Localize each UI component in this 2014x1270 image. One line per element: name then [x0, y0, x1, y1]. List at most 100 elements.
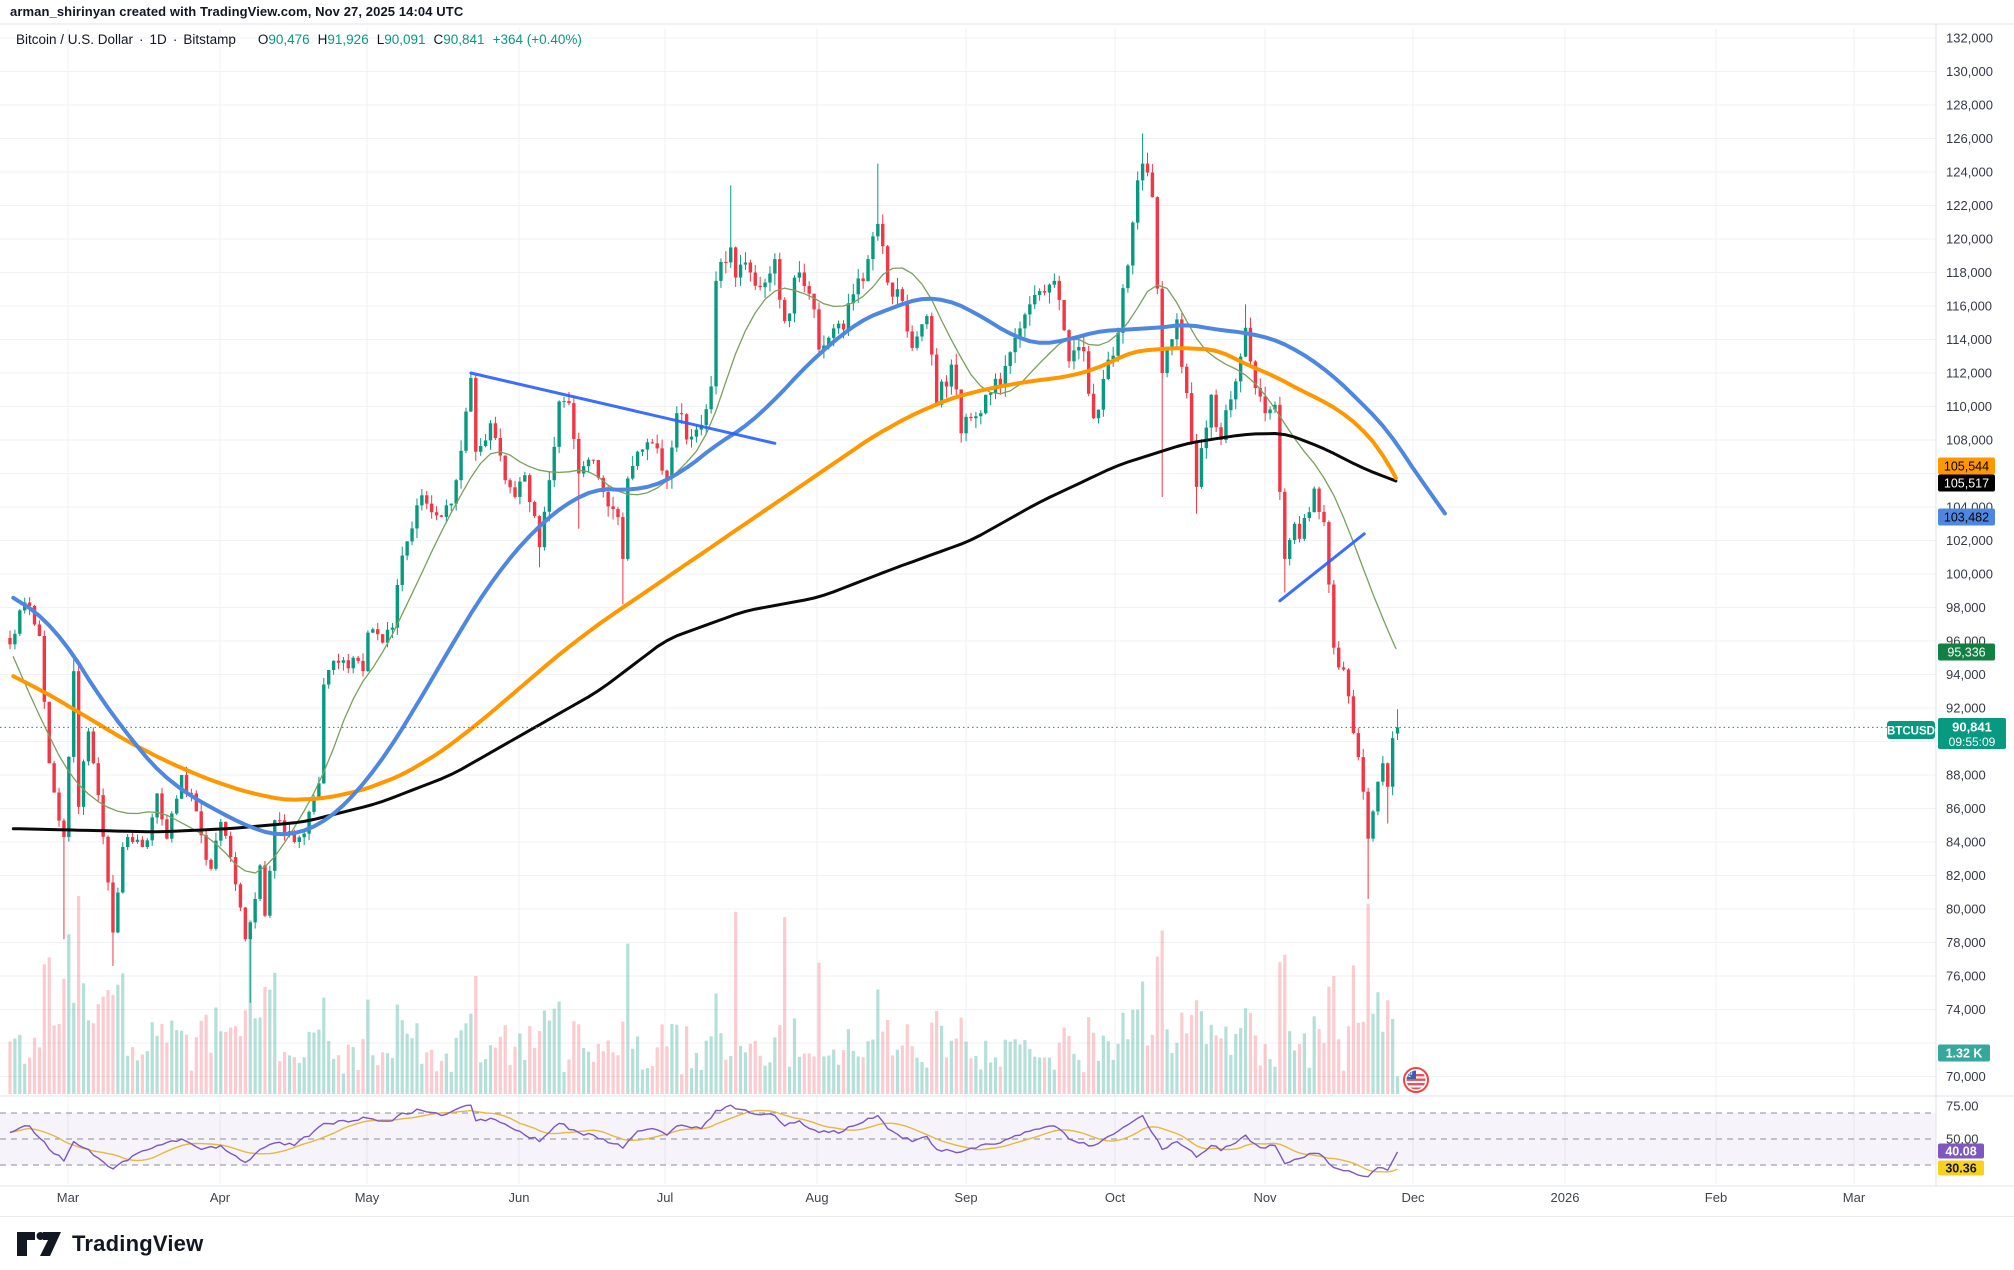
low-value: 90,091	[384, 32, 426, 47]
price-tick-label: 100,000	[1946, 567, 1993, 582]
ma-price-tag: 95,336	[1938, 643, 1995, 661]
exchange-label[interactable]: Bitstamp	[183, 32, 236, 47]
month-label: Mar	[57, 1190, 80, 1205]
rsi-value-tag: 40.08	[1938, 1143, 1984, 1159]
footer-strip: TradingView	[0, 1216, 2014, 1270]
pane-separators	[0, 23, 2014, 1187]
separator-dot: ·	[139, 32, 144, 47]
svg-text:09:55:09: 09:55:09	[1949, 735, 1996, 749]
rsi-ma-tag: 30.36	[1938, 1160, 1984, 1176]
month-label: Dec	[1401, 1190, 1425, 1205]
svg-text:105,517: 105,517	[1944, 476, 1989, 490]
month-label: Feb	[1705, 1190, 1727, 1205]
price-tick-label: 94,000	[1946, 667, 1986, 682]
open-value: 90,476	[268, 32, 310, 47]
ma-price-tag: 103,482	[1938, 508, 1995, 526]
svg-text:95,336: 95,336	[1947, 645, 1985, 659]
separator-dot: ·	[172, 32, 178, 47]
price-tick-label: 126,000	[1946, 131, 1993, 146]
price-tick-label: 128,000	[1946, 98, 1993, 113]
price-axis[interactable]: 132,000 130,000 128,000 126,000 124,000 122,0…	[1887, 31, 2006, 1176]
high-key: H	[317, 32, 328, 47]
price-tick-label: 86,000	[1946, 801, 1986, 816]
close-value: 90,841	[443, 32, 485, 47]
month-label: Nov	[1253, 1190, 1277, 1205]
price-tick-label: 132,000	[1946, 31, 1993, 46]
symbol-price-tag: BTCUSD	[1887, 721, 1935, 739]
volume-tag: 1.32 K	[1938, 1044, 1990, 1062]
grid-lines	[0, 28, 1936, 1184]
rsi-line	[9, 1104, 1399, 1178]
month-label: Apr	[210, 1190, 231, 1205]
high-value: 91,926	[327, 32, 369, 47]
rsi-tick-label: 50.00	[1946, 1132, 1979, 1147]
price-tick-label: 116,000	[1946, 299, 1992, 314]
tradingview-logo[interactable]: TradingView	[16, 1229, 203, 1259]
ma-green-line[interactable]	[12, 267, 1397, 874]
close-key: C	[433, 32, 444, 47]
candlesticks[interactable]	[8, 133, 1400, 1003]
change-value: +364 (+0.40%)	[492, 32, 582, 47]
month-label: Mar	[1843, 1190, 1866, 1205]
price-tick-label: 74,000	[1946, 1002, 1986, 1017]
svg-text:90,841: 90,841	[1952, 720, 1992, 735]
price-tick-label: 114,000	[1946, 332, 1992, 347]
price-tick-label: 112,000	[1946, 366, 1992, 381]
ma-orange-line[interactable]	[11, 346, 1398, 802]
svg-text:40.08: 40.08	[1945, 1144, 1976, 1158]
time-axis[interactable]: Mar Apr May Jun Jul Aug Sep Oct Nov Dec 2026 Feb Mar	[57, 1190, 1866, 1205]
month-label: 2026	[1551, 1190, 1580, 1205]
rsi-tick-label: 75.00	[1946, 1099, 1979, 1114]
symbol-header[interactable]: Bitcoin / U.S. Dollar · 1D · Bitstamp O90,476…	[16, 32, 582, 47]
price-tick-label: 98,000	[1946, 600, 1986, 615]
month-label: May	[355, 1190, 380, 1205]
svg-text:1.32 K: 1.32 K	[1946, 1046, 1983, 1060]
ma-black-line[interactable]	[11, 432, 1398, 834]
volume-bars	[8, 896, 1400, 1094]
svg-text:30.36: 30.36	[1945, 1161, 1976, 1175]
month-label: Jul	[657, 1190, 674, 1205]
price-tick-label: 122,000	[1946, 198, 1993, 213]
price-tick-label: 88,000	[1946, 768, 1986, 783]
rsi-band	[0, 1112, 1936, 1166]
tradingview-brand-text: TradingView	[72, 1230, 204, 1256]
rsi-ma-line	[9, 1109, 1398, 1173]
ma-price-tag: 105,517	[1938, 474, 1995, 492]
svg-text:103,482: 103,482	[1944, 510, 1989, 524]
price-tick-label: 124,000	[1946, 165, 1993, 180]
svg-text:105,544: 105,544	[1944, 459, 1989, 473]
symbol-name[interactable]: Bitcoin / U.S. Dollar	[16, 32, 134, 47]
price-tick-label: 102,000	[1946, 533, 1993, 548]
price-tick-label: 120,000	[1946, 232, 1993, 247]
attribution-text: arman_shirinyan created with TradingView…	[10, 4, 464, 19]
price-tick-label: 70,000	[1946, 1069, 1986, 1084]
ma-price-tag: 105,544	[1938, 457, 1995, 475]
price-tick-label: 78,000	[1946, 935, 1986, 950]
price-tick-label: 84,000	[1946, 835, 1986, 850]
trendline-1[interactable]	[469, 371, 777, 445]
month-label: Jun	[509, 1190, 530, 1205]
price-tick-label: 80,000	[1946, 902, 1986, 917]
us-flag-market-holiday-icon[interactable]	[1403, 1067, 1429, 1093]
price-tick-label: 130,000	[1946, 64, 1993, 79]
month-label: Oct	[1105, 1190, 1126, 1205]
ohlc-values: O90,476 H91,926 L90,091 C90,841	[250, 32, 485, 47]
price-tick-label: 110,000	[1946, 399, 1992, 414]
open-key: O	[257, 32, 269, 47]
price-tick-label: 92,000	[1946, 701, 1986, 716]
price-tick-label: 108,000	[1946, 433, 1993, 448]
tradingview-logo-icon	[17, 1231, 61, 1256]
svg-text:BTCUSD: BTCUSD	[1887, 725, 1935, 737]
trendline-2[interactable]	[1278, 532, 1366, 603]
price-tick-label: 76,000	[1946, 969, 1986, 984]
low-key: L	[376, 32, 385, 47]
price-tick-label: 82,000	[1946, 868, 1986, 883]
month-label: Sep	[954, 1190, 977, 1205]
timeframe-label[interactable]: 1D	[149, 32, 167, 47]
ma-blue-line[interactable]	[11, 296, 1447, 837]
month-label: Aug	[805, 1190, 828, 1205]
price-tick-label: 118,000	[1946, 265, 1992, 280]
